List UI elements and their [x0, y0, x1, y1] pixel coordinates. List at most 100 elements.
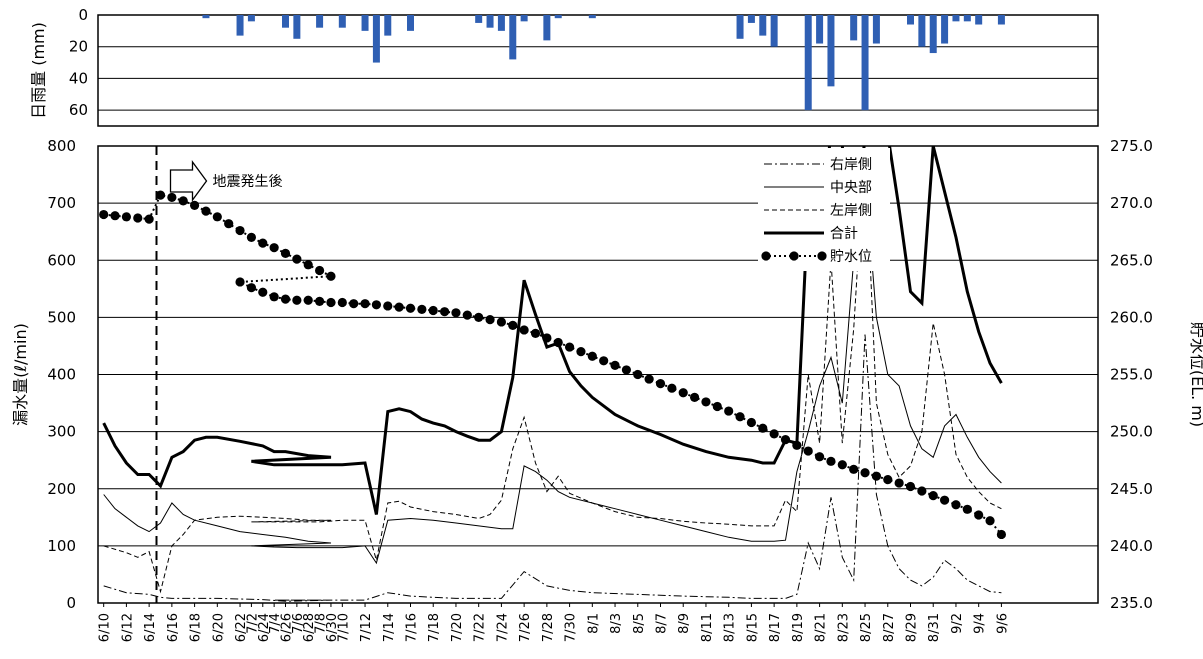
right-y-tick-label: 275.0	[1110, 137, 1153, 155]
x-tick-label: 6/18	[189, 613, 204, 642]
x-tick-label: 9/6	[995, 613, 1010, 634]
reservoir-level-point	[451, 308, 461, 318]
reservoir-level-point	[667, 383, 677, 393]
reservoir-level-point	[871, 471, 882, 481]
rainfall-panel: 0 20 40 60 日雨量 (mm)	[29, 6, 1099, 127]
rain-bar	[543, 15, 551, 41]
x-tick-label: 8/5	[632, 613, 647, 634]
rain-bar	[861, 15, 869, 111]
reservoir-level-point	[201, 206, 211, 216]
reservoir-level-point	[258, 238, 268, 248]
x-tick-label: 8/15	[745, 613, 760, 642]
reservoir-level-point	[951, 500, 961, 510]
reservoir-level-point	[167, 192, 177, 203]
rain-bar	[361, 15, 369, 31]
rain-y-axis-title: 日雨量 (mm)	[29, 22, 48, 119]
reservoir-level-point	[610, 360, 620, 370]
reservoir-level-point	[110, 211, 120, 221]
reservoir-level-point	[905, 481, 916, 492]
rain-bar	[293, 15, 301, 39]
rain-bar	[963, 15, 971, 22]
rain-bar	[907, 15, 914, 25]
reservoir-level-point	[474, 312, 484, 322]
reservoir-level-point	[462, 310, 472, 320]
reservoir-level-point	[826, 456, 836, 466]
reservoir-level-point	[178, 196, 188, 206]
reservoir-level-point	[360, 299, 370, 309]
legend-marker	[817, 251, 827, 261]
reservoir-level-point	[121, 212, 132, 222]
series-line-右岸側	[103, 334, 1002, 602]
legend-label: 中央部	[830, 180, 872, 196]
reservoir-level-point	[974, 510, 984, 520]
x-tick-label: 8/1	[586, 613, 601, 634]
series-line-中央部	[103, 174, 1002, 565]
rain-bar	[509, 15, 517, 60]
reservoir-level-point	[735, 412, 745, 422]
main-plot-frame	[97, 145, 1099, 604]
series-layer	[99, 146, 1007, 602]
rain-bar	[486, 15, 494, 28]
x-tick-label: 7/2	[245, 613, 260, 634]
rain-bar	[236, 15, 244, 36]
series-line-左岸側	[103, 146, 1002, 594]
x-tick-label: 8/11	[700, 613, 715, 642]
left-y-axis-title: 漏水量(ℓ/min)	[11, 323, 30, 426]
reservoir-level-point	[292, 254, 302, 264]
right-y-tick-label: 250.0	[1110, 423, 1153, 441]
arrow-icon	[169, 160, 208, 202]
reservoir-level-point	[587, 351, 597, 361]
reservoir-level-point	[553, 337, 563, 348]
rain-bar	[804, 15, 812, 111]
reservoir-level-point	[655, 379, 666, 389]
reservoir-level-point	[564, 342, 575, 352]
reservoir-level-point	[508, 320, 518, 330]
x-tick-label: 6/10	[98, 613, 113, 642]
reservoir-level-point	[235, 277, 245, 287]
x-tick-label: 6/16	[166, 613, 181, 642]
right-y-tick-label: 235.0	[1110, 594, 1153, 612]
reservoir-level-point	[439, 307, 450, 317]
reservoir-level-point	[883, 475, 893, 485]
x-tick-label: 7/28	[541, 613, 556, 642]
x-tick-label: 7/6	[291, 613, 306, 634]
reservoir-level-point	[144, 214, 154, 224]
reservoir-level-point	[383, 301, 393, 311]
x-tick-label: 7/10	[336, 613, 351, 642]
right-y-tick-label: 265.0	[1110, 251, 1153, 269]
x-tick-label: 7/14	[382, 613, 397, 642]
rain-y-tick-label: 20	[69, 38, 88, 56]
rain-bar	[816, 15, 824, 44]
reservoir-level-point	[633, 369, 643, 380]
left-y-tick-label: 700	[47, 194, 76, 212]
x-tick-label: 6/12	[120, 613, 135, 642]
rain-bar	[588, 15, 596, 19]
reservoir-level-point	[996, 529, 1007, 540]
rain-bar	[929, 15, 937, 54]
x-tick-label: 8/27	[882, 613, 897, 642]
reservoir-level-point	[326, 271, 336, 281]
reservoir-level-point	[849, 464, 859, 474]
reservoir-level-point	[292, 295, 302, 305]
reservoir-level-point	[280, 294, 291, 304]
reservoir-level-point	[928, 491, 938, 501]
reservoir-level-point	[133, 213, 143, 223]
reservoir-level-point	[917, 486, 927, 496]
rain-bar	[736, 15, 744, 39]
reservoir-level-point	[599, 356, 609, 366]
reservoir-level-point	[962, 504, 972, 514]
reservoir-level-point	[394, 302, 404, 312]
x-tick-label: 8/7	[655, 613, 670, 634]
rain-bar	[918, 15, 926, 47]
reservoir-level-point	[155, 190, 166, 200]
reservoir-level-point	[235, 225, 245, 236]
x-tick-label: 7/24	[495, 613, 510, 642]
right-y-axis-title: 貯水位(EL. m)	[1188, 322, 1203, 427]
rain-bar	[850, 15, 858, 41]
x-tick-label: 6/30	[325, 613, 340, 642]
rain-y-tick-label: 0	[78, 6, 88, 24]
x-tick-label: 8/9	[677, 613, 692, 634]
reservoir-level-point	[860, 468, 870, 478]
reservoir-level-point	[99, 209, 109, 220]
